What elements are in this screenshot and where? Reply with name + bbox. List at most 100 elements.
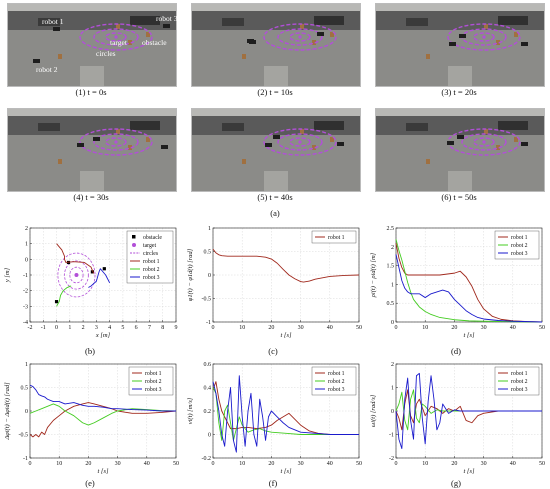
photo-obstacle-box	[128, 40, 132, 45]
x-tick-label: 40	[510, 461, 516, 467]
x-tick-label: 40	[327, 325, 333, 331]
x-tick-label: 0	[212, 325, 215, 331]
legend-label: target	[143, 243, 156, 249]
y-tick-label: 1.5	[387, 264, 395, 270]
photo-circle	[93, 28, 139, 46]
y-tick-label: -4	[23, 320, 28, 326]
x-tick-label: 30	[481, 325, 487, 331]
chart-c: 0 10 20 30 40 50 -1 -0.5 0 0.5 1 t [s] φ1(t) − φ1d(t…	[183, 222, 366, 346]
photo-obstacle-box	[146, 137, 150, 142]
chart-f-svg: 0 10 20 30 40 50-0.200.20.40.6t [s]vi(t) [m/s…	[187, 362, 362, 475]
photo-robot	[93, 137, 100, 141]
photo-caption-4: (4) t = 30s	[73, 192, 109, 202]
chart-g-plot: 0 10 20 30 40 50 -2 -1 0 1 2 t [s] ωi(t) [rad/s] robo…	[370, 362, 545, 475]
series-line-robot-2	[29, 403, 177, 426]
series-line-robot-1	[56, 243, 95, 274]
legend-label: robot 1	[511, 235, 528, 241]
photo-scene-group	[376, 109, 544, 191]
y-axis-label: φ1(t) − φ1d(t) [rad]	[187, 248, 194, 301]
photo-ceiling	[192, 109, 360, 116]
series-line-robot-2	[395, 239, 543, 323]
photo-lane-marking	[448, 171, 472, 191]
formation-circle	[69, 266, 84, 284]
annotation-circles: circles	[96, 49, 116, 58]
obstacle-point	[90, 270, 94, 274]
photo-robot	[33, 59, 40, 63]
photo-target	[114, 35, 118, 39]
photo-robot	[457, 135, 464, 139]
x-tick-label: 7	[148, 325, 151, 331]
x-tick-label: 10	[422, 325, 428, 331]
chart-b-legend: obstacle target circles robot 1 robot 2 robot…	[126, 230, 174, 284]
photo-target	[298, 35, 302, 39]
series-line-robot-3	[29, 384, 176, 412]
x-tick-label: 40	[510, 325, 516, 331]
legend-label: robot 2	[511, 379, 528, 385]
photo-target	[482, 140, 486, 144]
y-tick-label: -2	[23, 289, 28, 295]
chart-c-plot: 0 10 20 30 40 50 -1 -0.5 0 0.5 1 t [s] φ1(t) − φ1d(t…	[187, 226, 362, 339]
legend-label: robot 2	[145, 379, 162, 385]
y-tick-label: -0.5	[202, 297, 212, 303]
y-tick-label: -1	[389, 433, 394, 439]
photo-caption-6: (6) t = 50s	[441, 192, 477, 202]
photo-obstacle-box	[128, 145, 132, 150]
photo-ceiling	[192, 4, 360, 11]
photo-circle	[263, 128, 337, 156]
series-line-robot-1	[212, 248, 360, 283]
x-tick-label: 50	[356, 461, 362, 467]
photo-scene-group	[192, 109, 360, 191]
x-tick-label: -2	[28, 325, 33, 331]
x-tick-label: 50	[539, 461, 545, 467]
photo-panel-2	[191, 3, 361, 87]
chart-g: 0 10 20 30 40 50 -2 -1 0 1 2 t [s] ωi(t) [rad/s] robo…	[366, 358, 549, 482]
y-axis-label: Δφi(t) − Δφid(t) [rad]	[4, 382, 11, 441]
x-tick-label: 30	[481, 461, 487, 467]
photo-car	[130, 121, 160, 130]
legend-label: robot 2	[511, 243, 528, 249]
annotation-robot-2: robot 2	[36, 65, 58, 74]
photo-caption-1: (1) t = 0s	[75, 87, 107, 97]
chart-c-legend: robot 1	[311, 230, 357, 244]
x-tick-label: 10	[239, 325, 245, 331]
legend-marker-obstacle	[132, 235, 136, 239]
y-tick-label: -1	[206, 320, 211, 326]
photo-circle	[105, 32, 127, 42]
chart-caption-b: (b)	[85, 346, 95, 356]
x-tick-label: 10	[422, 461, 428, 467]
x-tick-label: 8	[161, 325, 164, 331]
y-tick-label: 1	[391, 386, 394, 392]
y-tick-label: -1	[23, 456, 28, 462]
y-tick-label: 0	[208, 433, 211, 439]
photo-obstacle-box	[514, 32, 518, 37]
photo-obstacle-box	[116, 129, 120, 134]
legend-label: robot 1	[328, 371, 345, 377]
x-tick-label: -1	[41, 325, 46, 331]
photo-robot	[317, 32, 324, 36]
series-line-robot-1	[29, 402, 177, 438]
x-tick-label: 30	[115, 461, 121, 467]
x-tick-label: 30	[298, 325, 304, 331]
x-axis-label: t [s]	[463, 332, 474, 339]
series-line-robot-3	[395, 254, 543, 323]
legend-label: robot 1	[143, 259, 160, 265]
x-tick-label: 0	[29, 461, 32, 467]
x-tick-label: 40	[327, 461, 333, 467]
y-tick-label: -3	[23, 304, 28, 310]
photo-robot	[161, 145, 168, 149]
photo-robot	[77, 143, 84, 147]
y-tick-label: 0.5	[21, 386, 29, 392]
y-tick-label: 2.5	[387, 226, 395, 232]
legend-label: robot 3	[145, 387, 162, 393]
photo-obstacle-box	[58, 54, 62, 59]
photo-obstacle-box	[426, 54, 430, 59]
photo-scene-group	[8, 4, 176, 86]
photo-car	[314, 16, 344, 25]
photo-robot	[447, 141, 454, 145]
photo-circle	[473, 137, 495, 147]
x-tick-label: 5	[121, 325, 124, 331]
y-axis-label: y [m]	[4, 267, 11, 283]
photo-car	[498, 121, 528, 130]
annotation-robot-3: robot 3	[156, 14, 178, 23]
photo-ceiling	[376, 109, 544, 116]
